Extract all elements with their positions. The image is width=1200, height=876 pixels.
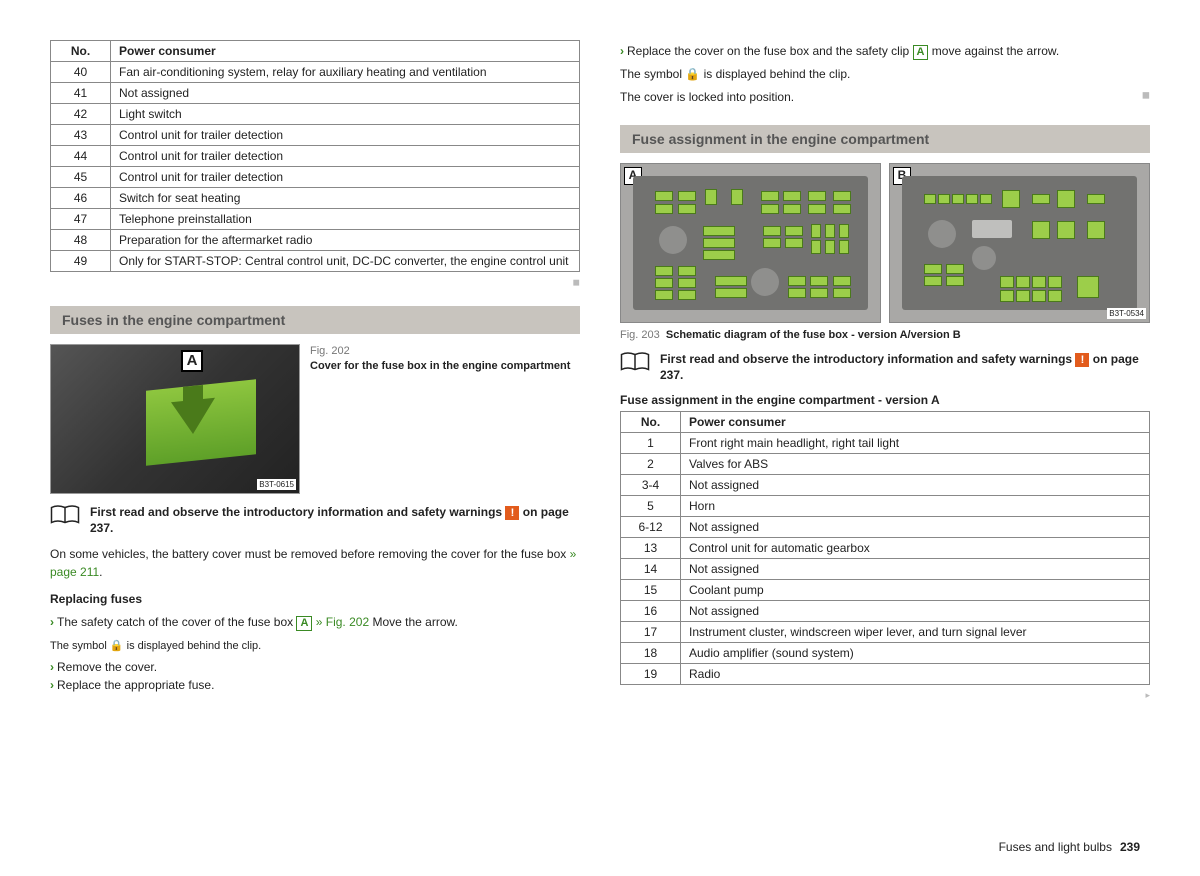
section-fuse-assignment: Fuse assignment in the engine compartmen… (620, 125, 1150, 153)
table-row: 2Valves for ABS (621, 454, 1150, 475)
fusebox-diagram-b: B B3T-0534 (889, 163, 1150, 323)
warning-badge-icon: ! (505, 506, 519, 520)
safety-warning-text-2: First read and observe the introductory … (660, 351, 1150, 383)
table-row: 3-4Not assigned (621, 475, 1150, 496)
step-1: ›The safety catch of the cover of the fu… (50, 615, 580, 631)
table-row: 15Coolant pump (621, 580, 1150, 601)
table-row: 6-12Not assigned (621, 517, 1150, 538)
table-row: 43Control unit for trailer detection (51, 125, 580, 146)
fig-202-code: B3T-0615 (257, 479, 296, 490)
power-consumer-table-right: No. Power consumer 1Front right main hea… (620, 411, 1150, 685)
fig-203-caption: Fig. 203 Schematic diagram of the fuse b… (620, 329, 1150, 341)
table2-title: Fuse assignment in the engine compartmen… (620, 393, 1150, 407)
table-row: 16Not assigned (621, 601, 1150, 622)
section-fuses-engine: Fuses in the engine compartment (50, 306, 580, 334)
table-row: 46Switch for seat heating (51, 188, 580, 209)
step-replace-cover: ›Replace the cover on the fuse box and t… (620, 44, 1150, 60)
table-row: 42Light switch (51, 104, 580, 125)
section-end-marker-2: ◼ (1142, 89, 1150, 104)
table-row: 19Radio (621, 664, 1150, 685)
table-row: 14Not assigned (621, 559, 1150, 580)
right-column: ›Replace the cover on the fuse box and t… (620, 40, 1150, 701)
table-row: 49Only for START-STOP: Central control u… (51, 251, 580, 272)
page-footer: Fuses and light bulbs239 (999, 840, 1140, 854)
table-row: 41Not assigned (51, 83, 580, 104)
warning-badge-icon-2: ! (1075, 353, 1089, 367)
table-row: 17Instrument cluster, windscreen wiper l… (621, 622, 1150, 643)
table-row: 45Control unit for trailer detection (51, 167, 580, 188)
table-row: 5Horn (621, 496, 1150, 517)
book-icon (50, 504, 80, 529)
ref-a-badge-2: A (913, 45, 929, 60)
table2-header-consumer: Power consumer (681, 412, 1150, 433)
battery-cover-note: On some vehicles, the battery cover must… (50, 546, 580, 581)
step-3: ›Replace the appropriate fuse. (50, 678, 580, 692)
table-row: 48Preparation for the aftermarket radio (51, 230, 580, 251)
table2-header-no: No. (621, 412, 681, 433)
fusebox-diagram-a: A (620, 163, 881, 323)
power-consumer-table-left: No. Power consumer 40Fan air-conditionin… (50, 40, 580, 272)
symbol-note-left: The symbol 🔒 is displayed behind the cli… (50, 637, 580, 655)
fig-202-caption: Fig. 202 Cover for the fuse box in the e… (310, 344, 570, 494)
table-row: 47Telephone preinstallation (51, 209, 580, 230)
table-row: 40Fan air-conditioning system, relay for… (51, 62, 580, 83)
fig-202-image: A B3T-0615 (50, 344, 300, 494)
ref-a-badge: A (296, 616, 312, 631)
table-row: 18Audio amplifier (sound system) (621, 643, 1150, 664)
table-header-no: No. (51, 41, 111, 62)
safety-warning-text: First read and observe the introductory … (90, 504, 580, 536)
book-icon-2 (620, 351, 650, 376)
replacing-fuses-title: Replacing fuses (50, 591, 580, 608)
fig-203-code: B3T-0534 (1107, 308, 1146, 319)
cover-locked-note: The cover is locked into position.◼ (620, 89, 1150, 106)
continue-marker: ▸ (1145, 690, 1150, 700)
table-row: 44Control unit for trailer detection (51, 146, 580, 167)
symbol-note-right: The symbol 🔒 is displayed behind the cli… (620, 66, 1150, 83)
table-row: 1Front right main headlight, right tail … (621, 433, 1150, 454)
table-row: 13Control unit for automatic gearbox (621, 538, 1150, 559)
section-end-marker: ◼ (573, 277, 580, 287)
table-header-consumer: Power consumer (111, 41, 580, 62)
step-2: ›Remove the cover. (50, 660, 580, 674)
left-column: No. Power consumer 40Fan air-conditionin… (50, 40, 580, 701)
fig-203-diagrams: A B B3T-0534 (620, 163, 1150, 323)
fig-202-label-a: A (181, 350, 203, 372)
